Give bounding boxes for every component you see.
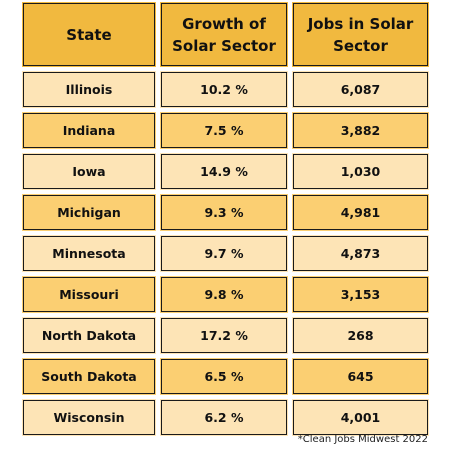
table-row: Michigan 9.3 % 4,981 [20, 192, 431, 233]
cell-growth: 7.5 % [158, 110, 290, 151]
cell-state: Indiana [20, 110, 158, 151]
table-row: South Dakota 6.5 % 645 [20, 356, 431, 397]
cell-jobs: 4,873 [290, 233, 431, 274]
cell-growth: 6.5 % [158, 356, 290, 397]
cell-state: North Dakota [20, 315, 158, 356]
cell-jobs: 4,001 [290, 397, 431, 438]
table-row: Illinois 10.2 % 6,087 [20, 69, 431, 110]
cell-growth: 6.2 % [158, 397, 290, 438]
cell-jobs: 6,087 [290, 69, 431, 110]
cell-state: Iowa [20, 151, 158, 192]
cell-state: Missouri [20, 274, 158, 315]
table-row: Minnesota 9.7 % 4,873 [20, 233, 431, 274]
table-row: Iowa 14.9 % 1,030 [20, 151, 431, 192]
cell-growth: 17.2 % [158, 315, 290, 356]
cell-jobs: 3,153 [290, 274, 431, 315]
table-row: Indiana 7.5 % 3,882 [20, 110, 431, 151]
header-state: State [20, 0, 158, 69]
cell-state: Illinois [20, 69, 158, 110]
cell-jobs: 3,882 [290, 110, 431, 151]
cell-state: Wisconsin [20, 397, 158, 438]
table-header-row: State Growth of Solar Sector Jobs in Sol… [20, 0, 431, 69]
header-jobs: Jobs in Solar Sector [290, 0, 431, 69]
cell-jobs: 645 [290, 356, 431, 397]
header-growth: Growth of Solar Sector [158, 0, 290, 69]
table-row: Missouri 9.8 % 3,153 [20, 274, 431, 315]
cell-jobs: 268 [290, 315, 431, 356]
cell-state: Minnesota [20, 233, 158, 274]
table-row: North Dakota 17.2 % 268 [20, 315, 431, 356]
source-footnote: *Clean Jobs Midwest 2022 [297, 434, 428, 445]
cell-growth: 14.9 % [158, 151, 290, 192]
solar-jobs-table: State Growth of Solar Sector Jobs in Sol… [20, 0, 431, 438]
cell-state: South Dakota [20, 356, 158, 397]
cell-growth: 9.8 % [158, 274, 290, 315]
cell-state: Michigan [20, 192, 158, 233]
cell-jobs: 1,030 [290, 151, 431, 192]
cell-growth: 10.2 % [158, 69, 290, 110]
table-row: Wisconsin 6.2 % 4,001 [20, 397, 431, 438]
cell-growth: 9.3 % [158, 192, 290, 233]
cell-growth: 9.7 % [158, 233, 290, 274]
cell-jobs: 4,981 [290, 192, 431, 233]
